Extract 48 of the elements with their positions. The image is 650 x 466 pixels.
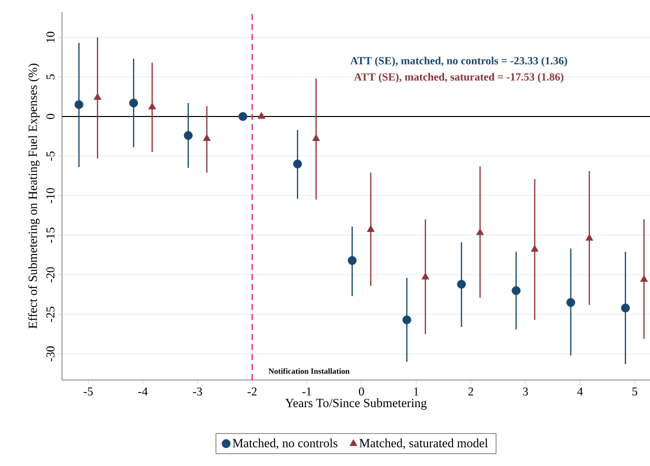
x-tick-label: -2 (248, 388, 256, 396)
legend-label: Matched, no controls (232, 438, 338, 450)
x-tick-label: 3 (523, 388, 528, 396)
x-tick-label: -1 (302, 388, 312, 396)
x-tick-label: 4 (577, 388, 583, 396)
point (586, 234, 594, 241)
y-tick-label: 0 (46, 114, 54, 119)
point (312, 134, 320, 141)
x-tick-label: 2 (468, 388, 474, 396)
y-tick-label: 5 (46, 74, 54, 80)
point (293, 160, 302, 168)
y-tick-label: -15 (46, 228, 54, 243)
x-tick-label: 5 (632, 388, 638, 396)
point (366, 225, 375, 232)
y-tick-label: 10 (46, 32, 54, 42)
point (258, 112, 266, 119)
point (184, 131, 193, 140)
point (148, 102, 156, 110)
legend-label: Matched, saturated model (359, 438, 488, 450)
x-tick-label: -3 (192, 388, 202, 396)
y-tick-label: -20 (46, 267, 54, 282)
point (422, 272, 430, 280)
y-tick-label: -10 (46, 188, 54, 204)
x-tick-label: -5 (84, 388, 93, 396)
x-tick-label: -4 (138, 388, 148, 396)
x-axis-title: Years To/Since Submetering (285, 398, 427, 410)
point (530, 245, 539, 252)
point (129, 98, 138, 108)
point (476, 228, 484, 236)
x-tick-label: 0 (358, 388, 364, 396)
point (74, 100, 84, 109)
annotation: ATT (SE), matched, saturated = -17.53 (1.86) (354, 72, 564, 83)
y-axis-title: Effect of Submetering on Heating Fuel Expenses (%) (28, 64, 40, 328)
point (238, 112, 248, 121)
point (512, 286, 521, 295)
annotation: ATT (SE), matched, no controls = -23.33 (1.36) (350, 56, 568, 67)
point (202, 134, 211, 141)
y-tick-label: -25 (46, 306, 54, 322)
y-tick-label: -30 (46, 346, 54, 362)
point (94, 93, 102, 100)
y-tick-label: -5 (46, 152, 54, 161)
point (566, 298, 576, 307)
point (402, 315, 412, 324)
point (621, 304, 630, 312)
x-tick-label: 1 (414, 388, 418, 396)
point (348, 256, 357, 265)
point (457, 280, 466, 289)
point (640, 275, 648, 282)
